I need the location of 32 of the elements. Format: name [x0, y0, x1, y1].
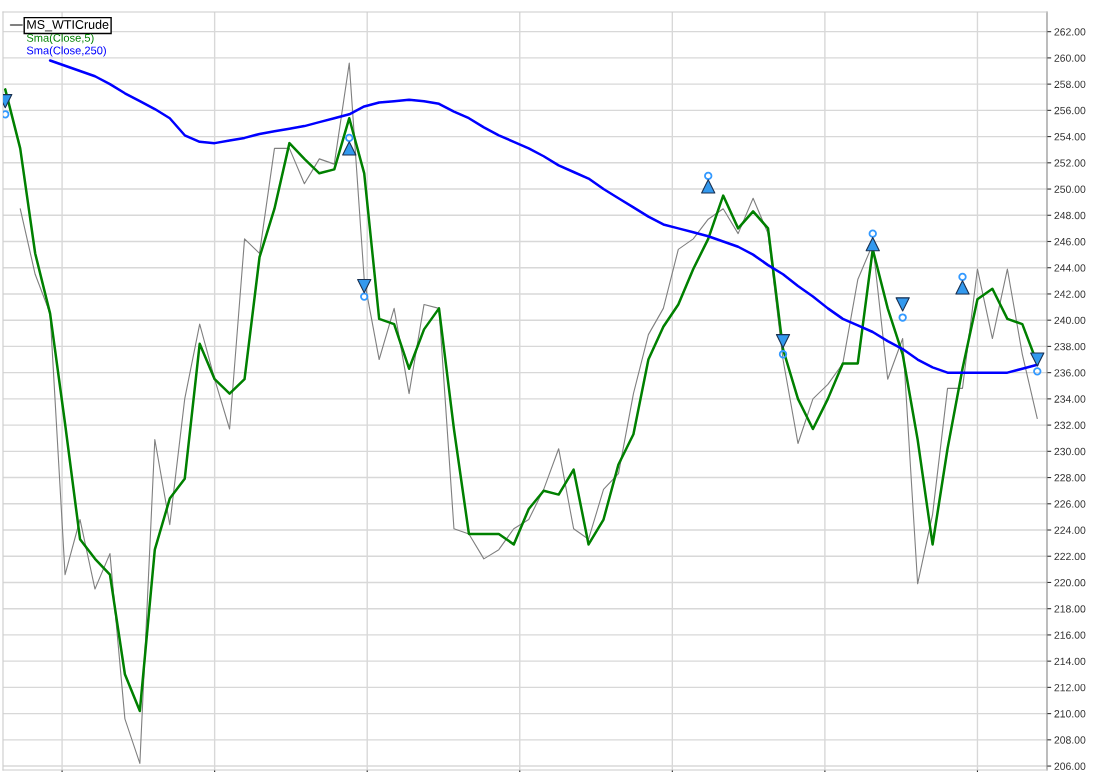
- legend-label: MS_WTICrude: [27, 19, 109, 32]
- y-tick-label: 228.00: [1054, 474, 1086, 482]
- y-tick-label: 248.00: [1054, 211, 1086, 220]
- y-tick-label: 258.00: [1054, 80, 1086, 88]
- y-tick-label: 240.00: [1054, 316, 1086, 325]
- y-tick-label: 230.00: [1054, 447, 1086, 456]
- y-tick-label: 236.00: [1054, 369, 1086, 377]
- y-tick-label: 206.00: [1054, 762, 1086, 770]
- y-tick-label: 262.00: [1054, 28, 1086, 36]
- y-tick-label: 254.00: [1054, 133, 1086, 141]
- y-tick-label: 214.00: [1054, 657, 1086, 666]
- y-tick-label: 212.00: [1054, 683, 1086, 692]
- y-tick-label: 232.00: [1054, 421, 1086, 429]
- y-tick-label: 226.00: [1054, 500, 1086, 508]
- y-tick-label: 216.00: [1054, 631, 1086, 639]
- y-tick-label: 208.00: [1054, 736, 1086, 744]
- y-tick-label: 222.00: [1054, 552, 1086, 561]
- y-tick-label: 252.00: [1054, 159, 1086, 167]
- y-tick-label: 242.00: [1054, 290, 1086, 298]
- series-label: Sma(Close,250): [26, 46, 106, 57]
- y-tick-label: 210.00: [1054, 710, 1086, 718]
- y-tick-label: 234.00: [1054, 395, 1086, 403]
- y-tick-label: 260.00: [1054, 54, 1086, 62]
- y-tick-label: 220.00: [1054, 578, 1086, 587]
- text: Sma(Close,5): [26, 33, 94, 44]
- y-tick-label: 238.00: [1054, 342, 1086, 351]
- y-tick-label: 244.00: [1054, 264, 1086, 272]
- y-tick-label: 246.00: [1054, 238, 1086, 246]
- y-tick-label: 256.00: [1054, 106, 1086, 115]
- y-tick-label: 224.00: [1054, 526, 1086, 534]
- y-tick-label: 250.00: [1054, 185, 1086, 193]
- y-tick-label: 218.00: [1054, 605, 1086, 613]
